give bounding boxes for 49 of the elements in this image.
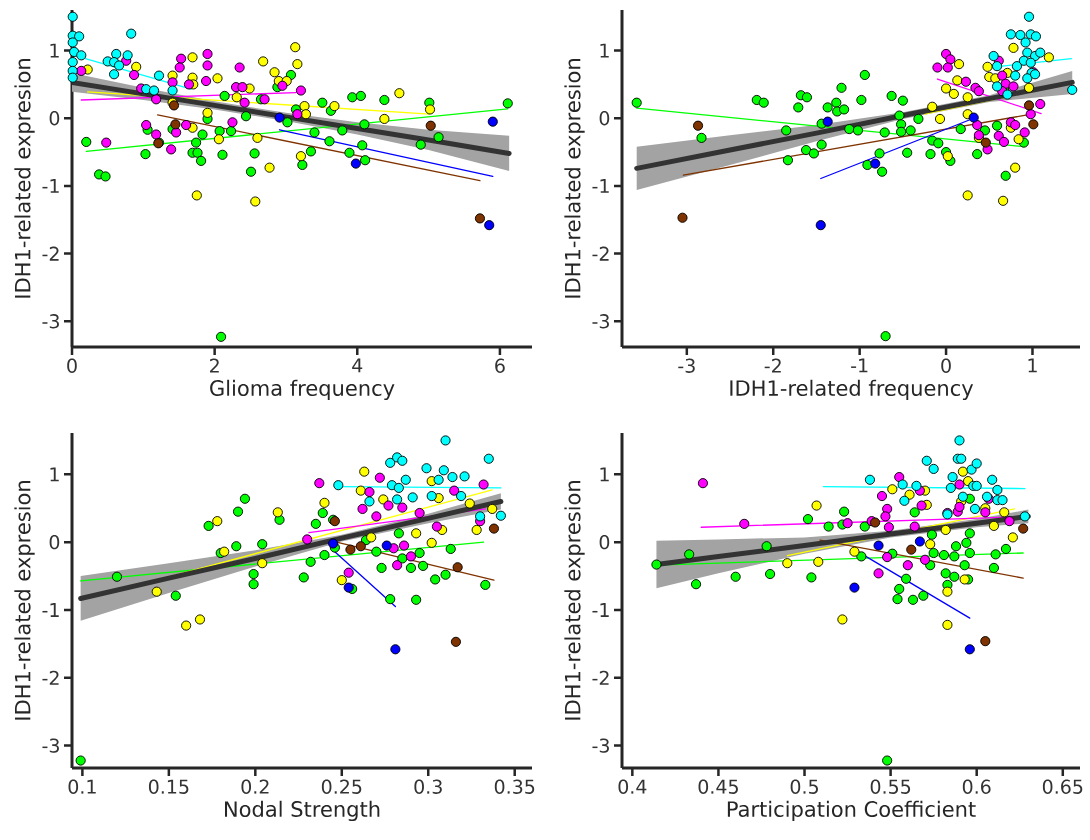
x-tick-label: 4: [352, 358, 363, 373]
x-tick-label: 0.65: [1042, 779, 1083, 794]
y-tick-label: -2: [592, 670, 609, 685]
x-tick-label: 0.25: [321, 779, 362, 794]
x-tick-label: 1: [1028, 358, 1037, 373]
y-tick-label: -3: [42, 738, 59, 753]
x-tick-label: 0.45: [698, 779, 738, 794]
x-tick-label: 0.3: [414, 779, 442, 794]
x-tick-label: 0: [941, 358, 951, 373]
y-tick-label: -3: [42, 314, 59, 329]
y-tick-label: 1: [600, 467, 609, 482]
x-tick-label: -2: [764, 358, 781, 373]
x-axis-title: Nodal Strength: [225, 800, 380, 822]
y-tick-label: -3: [592, 738, 609, 753]
x-axis-title: IDH1-related frequency: [730, 379, 974, 401]
x-tick-label: 0.6: [962, 779, 991, 794]
y-axis-title: IDH1-related expresion: [14, 481, 35, 720]
x-tick-label: -1: [851, 358, 868, 373]
x-tick-label: 0.5: [790, 779, 818, 794]
y-tick-label: -2: [42, 246, 59, 261]
x-tick-label: 0.1: [68, 779, 96, 794]
y-axis-title: IDH1-related expresion: [564, 481, 585, 720]
y-tick-label: 0: [49, 534, 60, 550]
x-tick-label: 0.2: [241, 779, 269, 794]
y-tick-label: 0: [49, 111, 60, 126]
x-tick-label: 0: [67, 358, 77, 373]
x-tick-label: 0.35: [494, 779, 535, 794]
x-axis-title: Glioma frequency: [210, 379, 395, 401]
y-axis-title: IDH1-related expresion: [564, 59, 585, 298]
y-tick-label: 1: [50, 43, 59, 58]
y-tick-label: -3: [592, 314, 609, 329]
y-tick-label: 0: [599, 111, 610, 126]
y-tick-label: -1: [42, 179, 59, 193]
x-tick-label: 2: [209, 358, 219, 373]
y-tick-label: 1: [50, 467, 59, 482]
y-tick-label: -2: [592, 246, 609, 261]
y-tick-label: 0: [599, 534, 610, 550]
y-tick-label: -2: [42, 670, 59, 685]
x-axis-title: Participation Coefficient: [727, 800, 976, 822]
y-tick-label: -1: [42, 603, 59, 617]
x-tick-label: 0.55: [870, 779, 911, 794]
y-tick-label: 1: [600, 43, 609, 58]
y-tick-label: -1: [592, 179, 609, 193]
x-tick-label: -3: [678, 358, 695, 373]
y-axis-title: IDH1-related expresion: [14, 59, 35, 298]
x-tick-label: 0.4: [618, 779, 647, 794]
y-tick-label: -1: [592, 603, 609, 617]
x-tick-label: 0.15: [148, 779, 189, 794]
x-tick-label: 6: [495, 358, 505, 373]
